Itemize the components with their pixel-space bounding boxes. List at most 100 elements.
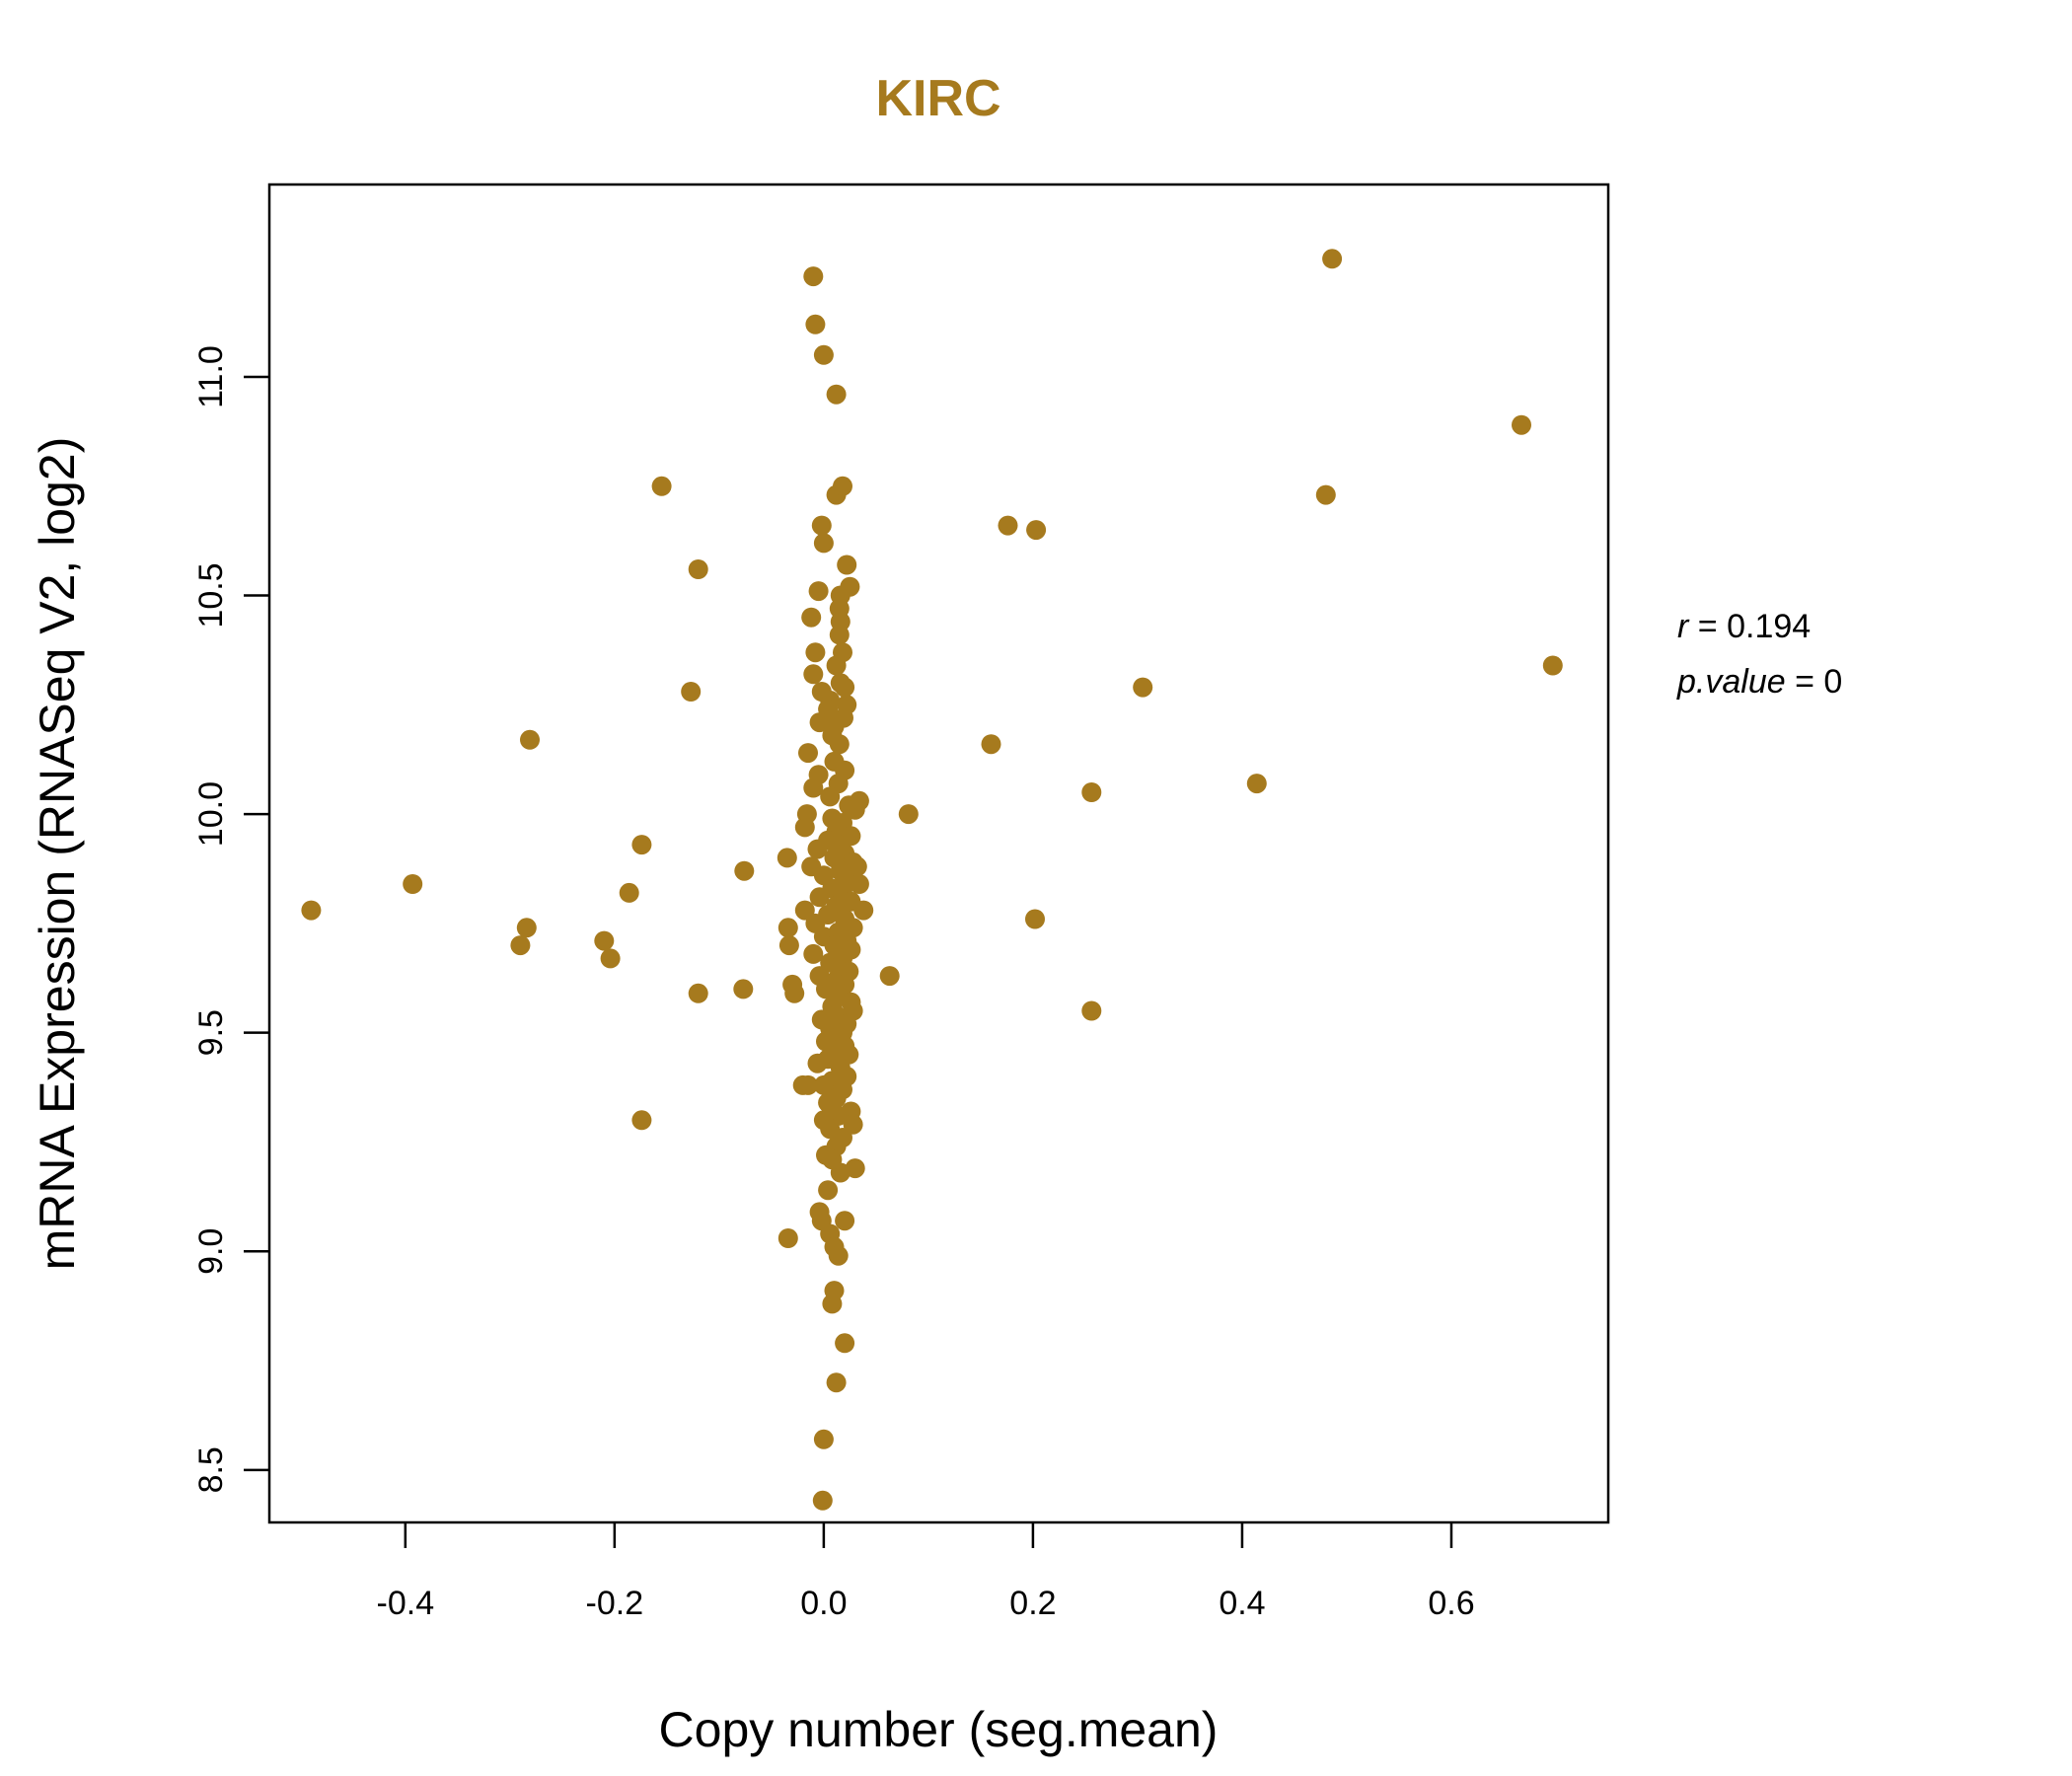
data-point-150	[822, 1294, 843, 1314]
chart-title: KIRC	[875, 70, 1000, 127]
data-point-167	[1512, 414, 1531, 435]
y-tick-label-5: 11.0	[192, 345, 230, 408]
data-point-151	[835, 1333, 855, 1354]
data-point-1	[403, 874, 423, 894]
data-point-53	[809, 712, 830, 733]
data-point-79	[847, 856, 867, 877]
data-point-148	[828, 1245, 849, 1266]
data-point-51	[811, 682, 832, 702]
data-point-25	[801, 607, 822, 628]
x-tick-label-2: 0.0	[800, 1585, 847, 1622]
data-point-142	[818, 1180, 839, 1201]
data-point-56	[798, 743, 818, 764]
data-point-74	[807, 839, 828, 859]
data-point-155	[898, 804, 919, 825]
data-point-83	[849, 874, 869, 894]
x-tick-label-4: 0.4	[1219, 1585, 1265, 1622]
data-point-0	[301, 900, 322, 921]
data-point-44	[826, 655, 847, 676]
data-point-42	[829, 625, 850, 645]
r-equals: =	[1698, 608, 1727, 645]
data-point-162	[1081, 1000, 1102, 1021]
data-point-27	[805, 642, 826, 663]
r-value: 0.194	[1727, 608, 1811, 645]
p-value-statistic: p.value = 0	[1676, 663, 1842, 701]
data-point-16	[777, 848, 797, 868]
data-point-3	[516, 918, 537, 938]
data-point-86	[809, 887, 830, 908]
data-point-33	[833, 476, 852, 496]
data-point-159	[1026, 520, 1047, 541]
data-point-130	[818, 1092, 839, 1113]
data-point-37	[808, 581, 829, 602]
data-point-17	[777, 918, 798, 938]
y-axis-title: mRNA Expression (RNASeq V2, log2)	[30, 437, 85, 1271]
data-point-2	[510, 935, 531, 956]
data-point-46	[835, 677, 855, 698]
data-point-153	[813, 1429, 834, 1449]
r-label: r	[1677, 608, 1690, 645]
data-point-24	[794, 900, 815, 921]
data-point-157	[981, 734, 1001, 755]
p-value: 0	[1823, 663, 1842, 701]
data-point-165	[1315, 484, 1336, 505]
points-layer	[301, 249, 1563, 1511]
data-point-36	[837, 555, 857, 575]
x-tick-label-1: -0.2	[586, 1585, 644, 1622]
data-point-26	[803, 664, 824, 685]
data-point-14	[734, 860, 755, 881]
data-point-154	[812, 1490, 833, 1511]
x-tick-label-3: 0.2	[1009, 1585, 1056, 1622]
y-tick-label-4: 10.5	[192, 562, 230, 628]
data-point-8	[631, 835, 652, 855]
data-point-15	[733, 979, 754, 999]
data-point-55	[829, 734, 850, 755]
data-point-28	[803, 266, 824, 287]
y-axis: 8.5 9.0 9.5 10.0 10.5 11.0	[192, 345, 269, 1493]
r-statistic: r = 0.194	[1677, 608, 1811, 645]
data-point-34	[811, 515, 832, 536]
data-point-134	[843, 1114, 863, 1135]
data-point-13	[688, 983, 708, 1003]
data-point-168	[1542, 655, 1563, 676]
data-point-144	[835, 1211, 855, 1231]
data-point-127	[813, 1074, 834, 1095]
data-point-6	[600, 948, 621, 969]
data-point-158	[998, 515, 1018, 536]
data-point-163	[1133, 677, 1153, 698]
data-point-69	[794, 817, 815, 838]
data-point-5	[594, 930, 615, 951]
data-point-7	[619, 882, 639, 903]
data-point-31	[826, 384, 847, 405]
data-point-29	[805, 314, 826, 334]
data-point-9	[631, 1110, 652, 1131]
data-point-161	[1081, 782, 1102, 802]
data-point-62	[820, 786, 841, 807]
data-point-21	[777, 1228, 798, 1248]
data-point-20	[784, 983, 805, 1003]
x-axis-title: Copy number (seg.mean)	[659, 1702, 1219, 1757]
data-point-30	[813, 344, 834, 365]
data-point-123	[807, 1053, 828, 1073]
data-point-99	[803, 943, 824, 964]
data-point-89	[853, 900, 874, 921]
data-point-166	[1322, 249, 1343, 269]
x-axis: -0.4 -0.2 0.0 0.2 0.4 0.6	[377, 1522, 1475, 1622]
data-point-35	[813, 533, 834, 554]
data-point-156	[879, 966, 900, 987]
y-tick-label-2: 9.5	[192, 1009, 230, 1056]
data-point-18	[778, 935, 799, 956]
data-point-65	[845, 799, 865, 820]
data-point-12	[688, 559, 708, 579]
data-point-160	[1025, 909, 1045, 929]
y-tick-label-3: 10.0	[192, 781, 230, 847]
data-point-23	[798, 1074, 818, 1095]
y-tick-label-1: 9.0	[192, 1228, 230, 1275]
data-point-4	[520, 729, 540, 750]
p-label: p.value	[1676, 663, 1786, 701]
x-tick-label-0: -0.4	[377, 1585, 435, 1622]
y-tick-label-0: 8.5	[192, 1446, 230, 1493]
data-point-152	[826, 1372, 847, 1393]
data-point-11	[681, 682, 702, 702]
